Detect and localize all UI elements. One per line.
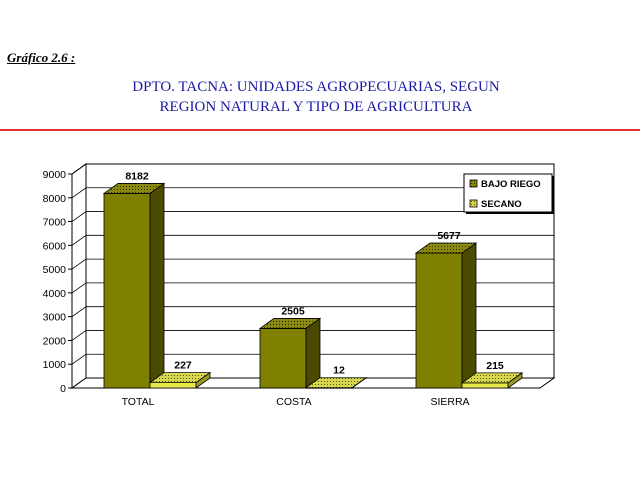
- data-label: 2505: [281, 305, 305, 317]
- chart-title-line2: REGION NATURAL Y TIPO DE AGRICULTURA: [159, 99, 473, 115]
- chart-title-line1: DPTO. TACNA: UNIDADES AGROPECUARIAS, SEG…: [132, 79, 500, 95]
- bar-top: [148, 372, 212, 384]
- gridline-depth: [71, 187, 87, 199]
- gridline-depth: [71, 235, 87, 246]
- bar-top: [102, 183, 166, 194]
- data-label: 8182: [125, 170, 149, 182]
- x-tick-label: TOTAL: [122, 396, 155, 408]
- x-tick-label: SIERRA: [430, 396, 469, 408]
- y-tick-label: 9000: [43, 169, 67, 181]
- bar-side: [461, 242, 477, 389]
- y-tick-label: 2000: [43, 335, 67, 347]
- bar: [259, 328, 307, 389]
- legend-swatch: [469, 199, 478, 208]
- y-tick-label: 3000: [43, 312, 67, 324]
- gridline-depth: [71, 282, 87, 294]
- legend-swatch: [469, 179, 478, 188]
- header-divider: [0, 129, 640, 131]
- data-label: 12: [333, 365, 345, 377]
- y-tick-label: 7000: [43, 217, 67, 229]
- gridline-depth: [71, 163, 87, 175]
- y-tick-label: 5000: [43, 264, 67, 276]
- y-tick-label: 1000: [43, 359, 67, 371]
- legend-label: BAJO RIEGO: [481, 179, 541, 190]
- legend-label: SECANO: [481, 199, 522, 210]
- bar: [103, 193, 151, 389]
- bar: [149, 382, 197, 389]
- plot-side-wall: [71, 163, 87, 389]
- bar-top: [258, 318, 322, 329]
- data-label: 215: [486, 360, 504, 372]
- bar-side: [305, 317, 321, 389]
- gridline-depth: [71, 353, 87, 365]
- bar-top: [414, 242, 478, 254]
- y-tick-label: 4000: [43, 288, 67, 300]
- gridline-depth: [71, 306, 87, 317]
- bar-top: [460, 372, 524, 384]
- bar: [415, 252, 463, 389]
- figure-caption: Gráfico 2.6 :: [7, 50, 76, 65]
- gridline-depth: [71, 211, 87, 222]
- x-tick-label: COSTA: [276, 396, 311, 408]
- legend-box: [463, 173, 553, 213]
- gridline-depth: [71, 330, 87, 341]
- data-label: 5677: [437, 230, 461, 242]
- y-tick-label: 6000: [43, 240, 67, 252]
- y-tick-label: 0: [60, 383, 66, 395]
- y-tick-label: 8000: [43, 193, 67, 205]
- bar-top: [304, 377, 368, 389]
- data-label: 227: [174, 360, 192, 372]
- gridline-depth: [71, 258, 87, 270]
- bar-side: [149, 182, 165, 389]
- bar: [461, 382, 509, 389]
